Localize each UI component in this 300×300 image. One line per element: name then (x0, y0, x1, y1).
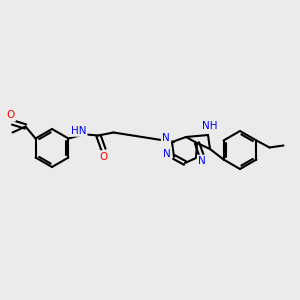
Text: NH: NH (202, 121, 218, 131)
Text: O: O (99, 152, 108, 161)
Text: N: N (163, 149, 171, 159)
Text: HN: HN (71, 125, 86, 136)
Text: O: O (6, 110, 15, 121)
Text: N: N (198, 156, 206, 166)
Text: N: N (162, 133, 170, 143)
Text: O: O (198, 159, 206, 169)
